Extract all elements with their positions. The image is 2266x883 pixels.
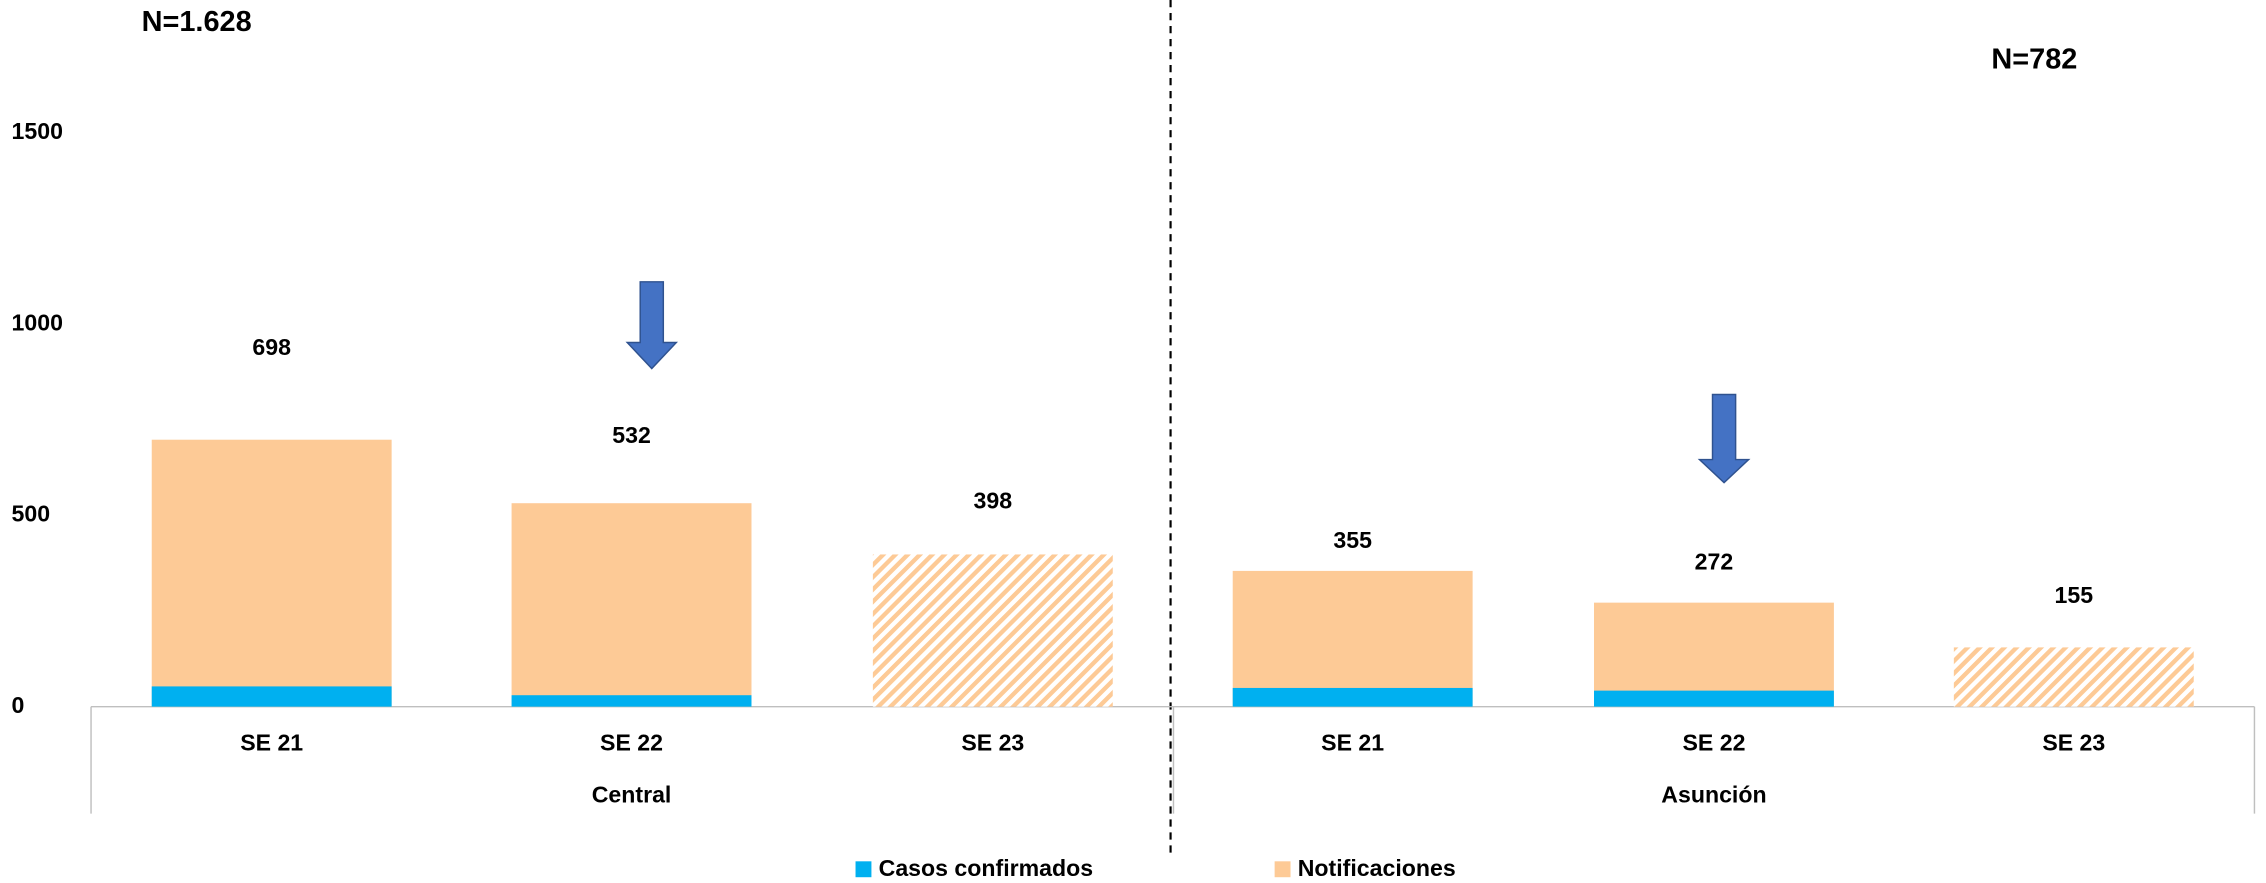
bar <box>1232 570 1473 707</box>
x-tick-label: SE 22 <box>600 729 663 755</box>
group-label: Asunción <box>1661 781 1766 807</box>
bar <box>511 503 752 707</box>
bar <box>151 686 392 707</box>
legend-label: Notificaciones <box>1298 855 1456 881</box>
data-label: 398 <box>974 488 1013 514</box>
data-label: 155 <box>2055 582 2094 608</box>
bar <box>1594 690 1834 707</box>
x-tick-label: SE 23 <box>961 729 1024 755</box>
y-tick-label: 0 <box>12 692 25 718</box>
group-label: Central <box>592 781 672 807</box>
bar <box>511 695 752 707</box>
bar <box>1953 647 2194 707</box>
arrow <box>1697 393 1751 484</box>
data-label: 272 <box>1695 549 1734 575</box>
bar <box>1594 602 1834 707</box>
legend-swatch <box>855 861 872 878</box>
x-tick-label: SE 21 <box>240 729 303 755</box>
data-label: 355 <box>1333 527 1372 553</box>
x-tick-label: SE 22 <box>1682 729 1745 755</box>
y-tick-label: 1000 <box>12 309 63 335</box>
legend-label: Casos confirmados <box>879 855 1093 881</box>
bar <box>872 554 1113 707</box>
annotation: N=782 <box>1991 43 2077 75</box>
data-label: 698 <box>252 334 291 360</box>
data-label: 532 <box>612 422 651 448</box>
legend-swatch <box>1274 861 1291 878</box>
y-tick-label: 500 <box>12 501 51 527</box>
x-tick-label: SE 23 <box>2042 729 2105 755</box>
arrow <box>625 281 679 370</box>
bar <box>151 439 392 707</box>
x-tick-label: SE 21 <box>1321 729 1384 755</box>
annotation: N=1.628 <box>142 6 252 38</box>
y-tick-label: 1500 <box>12 118 63 144</box>
bar <box>1232 687 1473 707</box>
